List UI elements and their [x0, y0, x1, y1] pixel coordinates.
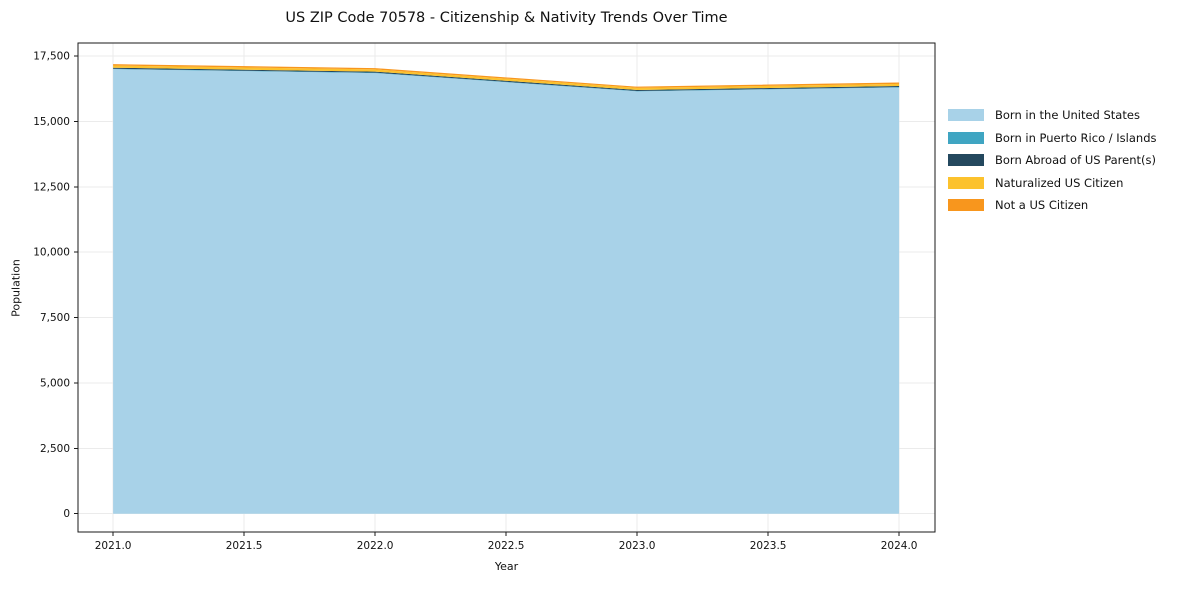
legend: Born in the United States Born in Puerto …	[948, 104, 1157, 217]
y-tick-label: 10,000	[33, 247, 70, 259]
area-layer-not-a-us-citizen	[113, 64, 900, 88]
x-axis-label: Year	[494, 560, 519, 573]
legend-swatch	[948, 199, 984, 212]
legend-item: Born Abroad of US Parent(s)	[948, 149, 1157, 172]
x-tick-label: 2021.5	[226, 540, 263, 552]
y-tick-label: 12,500	[33, 181, 70, 193]
legend-label: Born in the United States	[995, 108, 1140, 123]
legend-label: Born in Puerto Rico / Islands	[995, 130, 1157, 145]
legend-label: Not a US Citizen	[995, 198, 1089, 213]
x-tick-label: 2021.0	[95, 540, 132, 552]
legend-item: Born in Puerto Rico / Islands	[948, 127, 1157, 150]
y-tick-label: 0	[63, 508, 70, 520]
y-tick-label: 17,500	[33, 51, 70, 63]
legend-label: Naturalized US Citizen	[995, 175, 1124, 190]
x-tick-label: 2023.0	[619, 540, 656, 552]
y-tick-label: 2,500	[40, 443, 70, 455]
x-tick-label: 2022.5	[488, 540, 525, 552]
x-tick-label: 2024.0	[881, 540, 918, 552]
x-tick-label: 2022.0	[357, 540, 394, 552]
y-tick-label: 15,000	[33, 116, 70, 128]
legend-label: Born Abroad of US Parent(s)	[995, 153, 1156, 168]
chart-title: US ZIP Code 70578 - Citizenship & Nativi…	[285, 10, 728, 26]
area-layer-born-in-the-united-states	[113, 69, 900, 514]
legend-item: Born in the United States	[948, 104, 1157, 127]
y-tick-label: 5,000	[40, 377, 70, 389]
legend-swatch	[948, 109, 984, 122]
legend-item: Not a US Citizen	[948, 194, 1157, 217]
legend-swatch	[948, 154, 984, 167]
legend-swatch	[948, 176, 984, 189]
legend-item: Naturalized US Citizen	[948, 172, 1157, 195]
area-layer-naturalized-us-citizen	[113, 65, 900, 90]
x-tick-label: 2023.5	[750, 540, 787, 552]
legend-swatch	[948, 131, 984, 144]
y-tick-label: 7,500	[40, 312, 70, 324]
